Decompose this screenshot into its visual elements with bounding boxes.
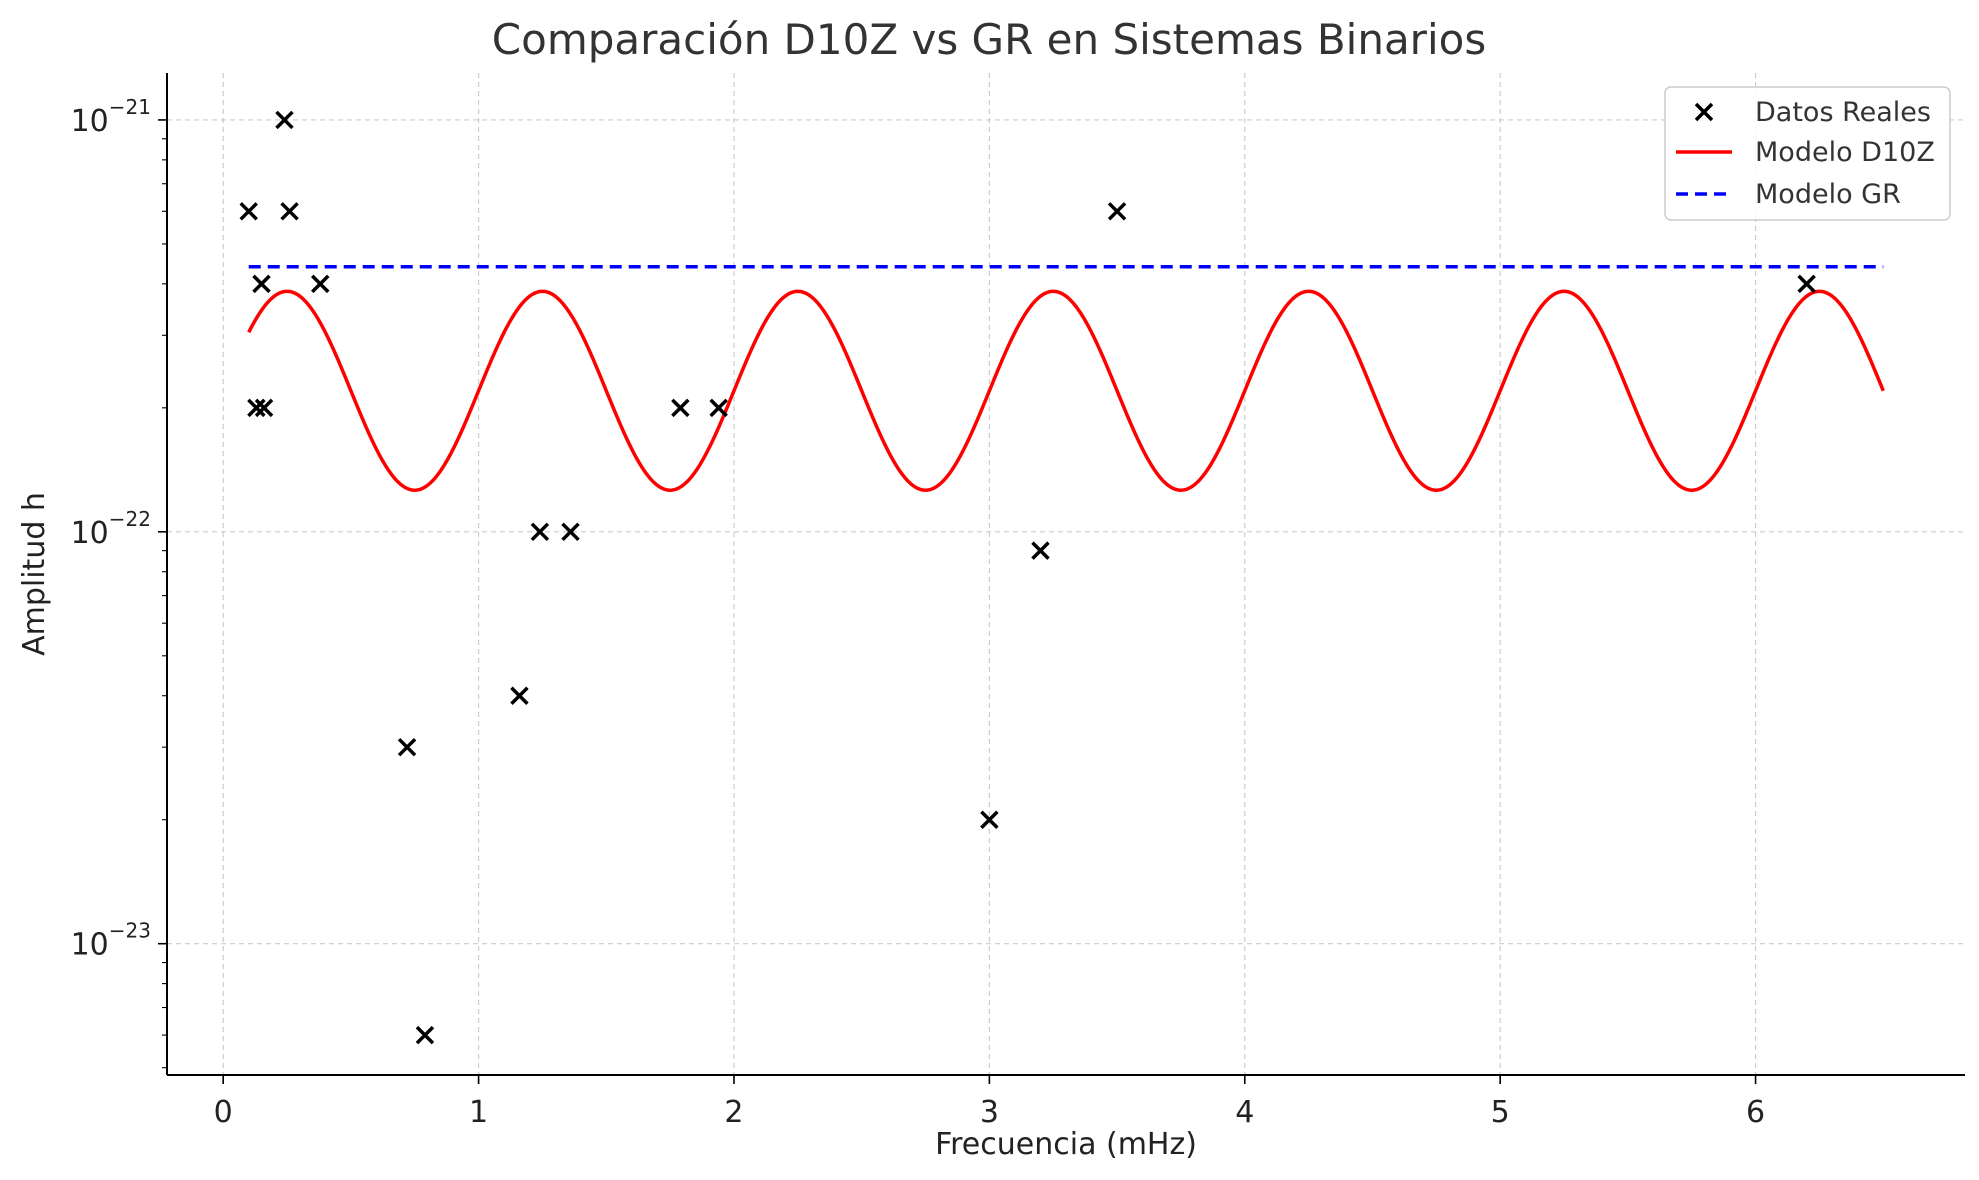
data-point — [530, 522, 550, 542]
data-point — [561, 522, 580, 542]
legend-marker-scatter — [1694, 102, 1714, 122]
series-layer — [247, 265, 1885, 492]
y-tick-label: 10−23 — [71, 919, 151, 963]
scatter-points — [239, 110, 1816, 1045]
x-tick-label: 4 — [1235, 1095, 1254, 1130]
data-point — [252, 274, 271, 294]
data-point — [709, 398, 728, 418]
y-ticks: 10−23 10−22 10−21 — [71, 95, 167, 1069]
data-point — [415, 1025, 435, 1045]
data-point — [311, 274, 330, 294]
legend: Datos Reales Modelo D10Z Modelo GR — [1664, 86, 1951, 221]
chart-title: Comparación D10Z vs GR en Sistemas Binar… — [492, 15, 1486, 64]
data-point — [1797, 274, 1816, 294]
axes — [166, 73, 1965, 1076]
legend-label-scatter: Datos Reales — [1755, 97, 1931, 128]
series-line-d10z — [247, 289, 1885, 492]
data-point — [1031, 541, 1050, 560]
x-tick-label: 5 — [1491, 1095, 1510, 1130]
data-point — [239, 202, 258, 221]
x-ticks: 0 1 2 3 4 5 6 — [214, 1075, 1765, 1130]
x-tick-label: 0 — [214, 1095, 233, 1130]
x-tick-label: 1 — [469, 1095, 488, 1130]
legend-label-gr: Modelo GR — [1755, 179, 1901, 210]
data-point — [510, 686, 529, 705]
y-tick-label: 10−21 — [71, 95, 151, 139]
x-tick-label: 6 — [1746, 1095, 1765, 1130]
x-tick-label: 2 — [724, 1095, 743, 1130]
data-point — [397, 737, 417, 757]
data-point — [1107, 202, 1127, 221]
y-tick-label: 10−22 — [71, 507, 151, 551]
x-axis-label: Frecuencia (mHz) — [935, 1127, 1197, 1162]
data-point — [275, 110, 294, 130]
data-point — [280, 202, 299, 221]
legend-box — [1664, 86, 1951, 221]
data-point — [247, 398, 266, 418]
data-point — [671, 398, 690, 418]
data-point — [254, 398, 274, 418]
legend-label-d10z: Modelo D10Z — [1755, 137, 1935, 168]
y-axis-label: Amplitud h — [17, 492, 52, 656]
x-tick-label: 3 — [980, 1095, 999, 1130]
grid — [167, 73, 1965, 1075]
data-point — [980, 810, 999, 829]
